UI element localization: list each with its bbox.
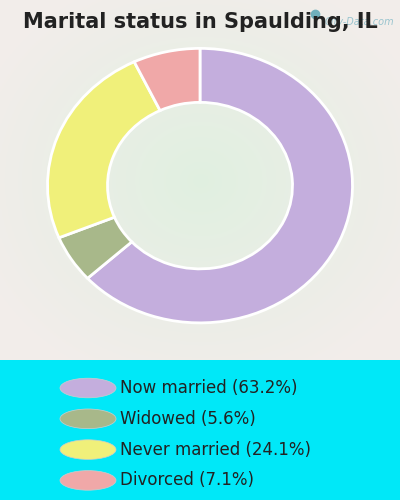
Text: Marital status in Spaulding, IL: Marital status in Spaulding, IL xyxy=(23,12,377,32)
Wedge shape xyxy=(48,62,160,238)
Circle shape xyxy=(60,440,116,460)
Wedge shape xyxy=(134,48,200,110)
Circle shape xyxy=(60,409,116,428)
Circle shape xyxy=(60,378,116,398)
Text: Now married (63.2%): Now married (63.2%) xyxy=(120,379,298,397)
Circle shape xyxy=(60,470,116,490)
Text: Widowed (5.6%): Widowed (5.6%) xyxy=(120,410,256,428)
Wedge shape xyxy=(59,217,132,278)
Text: Divorced (7.1%): Divorced (7.1%) xyxy=(120,472,254,490)
Text: City-Data.com: City-Data.com xyxy=(324,17,394,27)
Wedge shape xyxy=(88,48,352,323)
Text: Never married (24.1%): Never married (24.1%) xyxy=(120,440,311,458)
